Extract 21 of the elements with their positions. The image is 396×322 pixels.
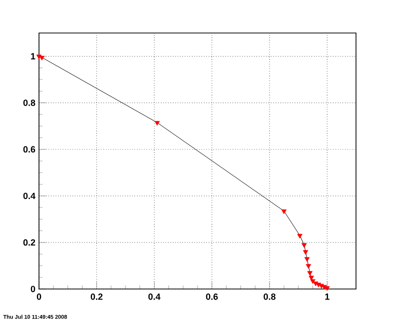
y-tick-label: 0.4	[23, 192, 36, 200]
point	[302, 250, 308, 255]
point	[307, 271, 313, 276]
y-tick-label: 0	[30, 286, 36, 292]
y-tick-label: 0.8	[23, 100, 36, 106]
point	[306, 264, 312, 269]
point	[154, 121, 160, 126]
y-tick-label: 0.2	[23, 239, 36, 246]
point	[302, 243, 307, 248]
point	[297, 234, 302, 238]
point	[281, 209, 287, 214]
point	[304, 257, 310, 262]
y-tick-label: 1	[31, 53, 36, 60]
x-tick-label: 0.8	[264, 294, 276, 300]
x-tick-label: 1	[325, 294, 330, 300]
y-tick-label: 0.6	[23, 146, 36, 153]
x-tick-label: 0	[36, 294, 42, 300]
x-tick-label: 0.2	[90, 294, 103, 300]
x-tick-label: 0.6	[206, 294, 218, 300]
point	[324, 286, 330, 291]
x-tick-label: 0.4	[148, 294, 160, 300]
